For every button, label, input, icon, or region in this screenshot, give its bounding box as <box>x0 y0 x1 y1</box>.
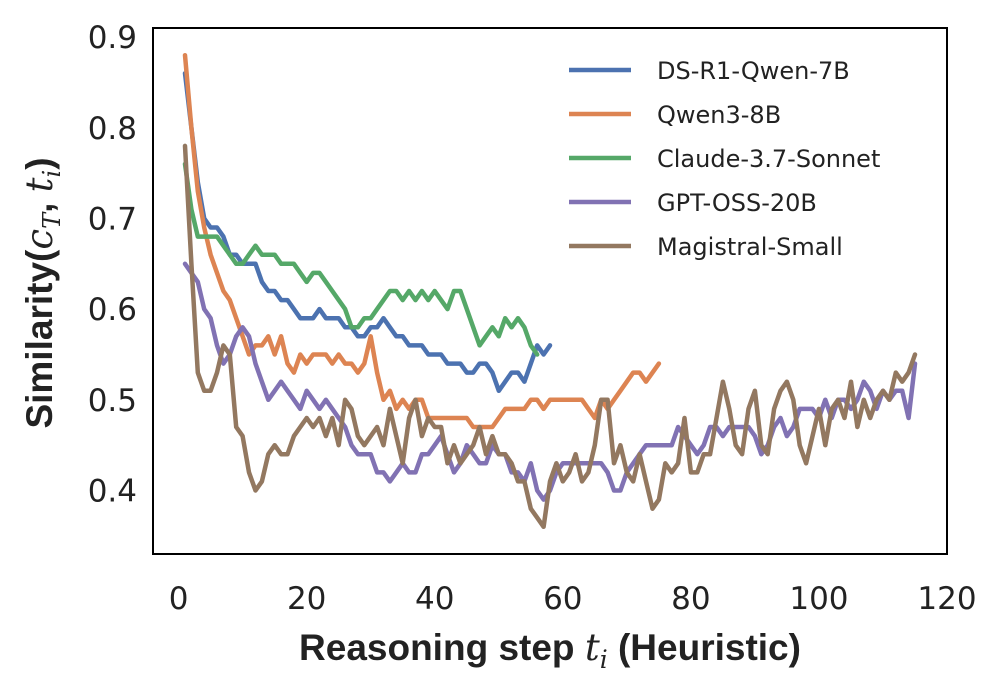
y-tick-label: 0.9 <box>88 20 137 56</box>
x-axis-title: Reasoning step ti (Heuristic) <box>299 626 801 674</box>
x-axis-title-text: Reasoning step <box>299 627 585 668</box>
x-tick-label: 80 <box>671 581 710 617</box>
legend-label-qwen3-8b: Qwen3-8B <box>657 101 781 129</box>
series-line-ds-r1-qwen-7b <box>182 71 553 394</box>
y-axis-title-t: t <box>18 177 61 192</box>
y-tick-label: 0.7 <box>88 201 137 237</box>
y-axis-title-text: Similarity( <box>19 249 60 429</box>
x-tick-label: 20 <box>287 581 326 617</box>
x-axis-title-variable: t <box>585 626 600 669</box>
y-axis-title-c-subscript: T <box>38 211 66 229</box>
y-axis-ticks: 0.4 0.5 0.6 0.7 0.8 0.9 <box>88 20 137 509</box>
y-axis-title: Similarity(cT, ti) <box>18 157 66 428</box>
x-axis-title-suffix: (Heuristic) <box>608 627 801 668</box>
series-line-qwen3-8b <box>182 52 662 430</box>
x-axis-title-subscript: i <box>600 645 608 674</box>
y-tick-label: 0.4 <box>88 474 137 510</box>
legend: DS-R1-Qwen-7B Qwen3-8B Claude-3.7-Sonnet GP… <box>569 57 880 261</box>
x-tick-label: 60 <box>543 581 582 617</box>
y-axis-title-t-subscript: i <box>38 170 66 178</box>
y-axis-title-c: c <box>18 229 61 250</box>
legend-label-gpt-oss-20b: GPT-OSS-20B <box>657 189 817 217</box>
series-line-claude-3-7-sonnet <box>182 161 540 357</box>
legend-label-claude-3-7-sonnet: Claude-3.7-Sonnet <box>657 145 880 173</box>
y-tick-label: 0.6 <box>88 292 137 328</box>
x-tick-label: 120 <box>917 581 976 617</box>
y-tick-label: 0.8 <box>88 111 137 147</box>
y-axis-title-separator: , <box>19 192 60 213</box>
legend-label-ds-r1-qwen-7b: DS-R1-Qwen-7B <box>657 57 850 85</box>
series-layer <box>182 52 918 530</box>
x-tick-label: 0 <box>169 581 189 617</box>
x-tick-label: 40 <box>415 581 454 617</box>
y-axis-title-close: ) <box>19 157 60 169</box>
series-line-magistral-small <box>182 143 918 530</box>
plot-area-frame <box>152 27 948 555</box>
legend-label-magistral-small: Magistral-Small <box>657 233 843 261</box>
y-tick-label: 0.5 <box>88 383 137 419</box>
x-tick-label: 100 <box>789 581 848 617</box>
x-axis-ticks: 0 20 40 60 80 100 120 <box>169 581 977 617</box>
